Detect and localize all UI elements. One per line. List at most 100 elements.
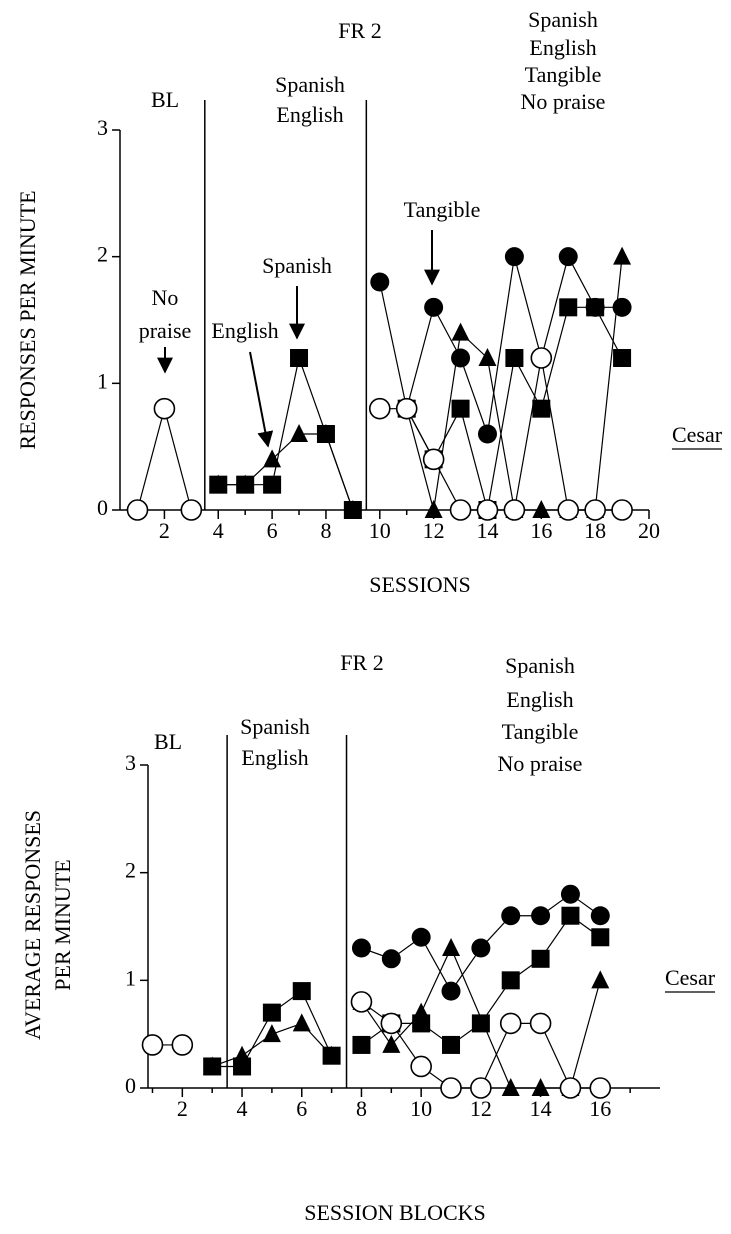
square-marker: [561, 906, 580, 925]
circle-marker: [370, 272, 390, 292]
annotation: No: [152, 285, 179, 310]
open-circle-marker: [395, 397, 418, 420]
x-tick-label: 6: [296, 1096, 307, 1121]
x-tick-label: 2: [177, 1096, 188, 1121]
circle-marker: [612, 297, 632, 317]
series-line: [379, 357, 623, 511]
triangle-marker: [203, 1056, 222, 1075]
x-axis-label: SESSIONS: [369, 572, 470, 597]
open-circle-marker: [611, 499, 633, 521]
phase-label: Tangible: [525, 62, 602, 87]
square-marker: [442, 1035, 461, 1054]
series-line: [406, 256, 623, 511]
open-circle-marker: [141, 1034, 164, 1056]
x-tick-label: 12: [423, 518, 445, 543]
triangle-marker: [613, 246, 632, 265]
open-circle-marker: [530, 347, 553, 369]
y-tick-label: 0: [125, 1073, 136, 1098]
phase-label: Spanish: [275, 72, 345, 97]
circle-marker: [501, 906, 521, 926]
y-tick-label: 3: [125, 750, 136, 775]
open-circle-marker: [180, 499, 203, 521]
annotation: praise: [139, 318, 192, 343]
circle-marker: [531, 906, 551, 926]
phase-label: No praise: [521, 89, 606, 114]
triangle-marker: [531, 1078, 550, 1096]
triangle-marker: [382, 1034, 401, 1053]
open-circle-marker: [126, 499, 149, 521]
condition-label: FR 2: [340, 650, 383, 675]
x-tick-label: 4: [237, 1096, 248, 1121]
square-marker: [505, 349, 524, 367]
square-marker: [613, 349, 632, 367]
open-circle-marker: [557, 499, 580, 521]
triangle-marker: [451, 322, 470, 341]
y-tick-label: 2: [97, 242, 108, 267]
x-tick-label: 12: [470, 1096, 492, 1121]
phase-label: BL: [151, 87, 179, 112]
circle-marker: [585, 297, 605, 317]
triangle-marker: [442, 938, 461, 957]
x-tick-label: 8: [356, 1096, 367, 1121]
triangle-marker: [478, 348, 497, 366]
open-circle-marker: [499, 1012, 522, 1035]
circle-marker: [451, 348, 471, 368]
x-tick-label: 10: [369, 518, 391, 543]
x-tick-label: 18: [584, 518, 606, 543]
triangle-marker: [316, 424, 335, 442]
phase-label: English: [276, 102, 343, 127]
open-circle-marker: [410, 1055, 432, 1078]
open-circle-marker: [171, 1034, 194, 1056]
triangle-marker: [322, 1045, 341, 1064]
y-tick-label: 2: [125, 858, 136, 883]
y-axis-label: AVERAGE RESPONSES: [20, 810, 45, 1040]
x-tick-label: 4: [213, 518, 224, 543]
triangle-marker: [263, 449, 282, 468]
triangle-marker: [412, 1002, 431, 1021]
participant-label: Cesar: [665, 965, 716, 990]
open-circle-marker: [368, 397, 391, 420]
circle-marker: [477, 424, 497, 444]
y-tick-label: 1: [125, 965, 136, 990]
circle-marker: [424, 297, 444, 317]
square-marker: [262, 1003, 281, 1022]
open-circle-marker: [440, 1077, 462, 1099]
y-axis-label: PER MINUTE: [50, 859, 75, 990]
square-marker: [263, 475, 282, 494]
circle-marker: [471, 938, 491, 958]
participant-label: Cesar: [672, 422, 723, 447]
phase-label: English: [241, 745, 308, 770]
circle-marker: [590, 906, 610, 926]
square-marker: [451, 399, 470, 418]
phase-label: BL: [154, 729, 182, 754]
annotation: Tangible: [404, 197, 481, 222]
open-circle-marker: [584, 499, 606, 521]
triangle-marker: [501, 1078, 520, 1096]
y-tick-label: 1: [97, 368, 108, 393]
condition-label: FR 2: [338, 18, 381, 43]
x-tick-label: 20: [638, 518, 660, 543]
annotation-arrow: [249, 351, 274, 448]
circle-marker: [411, 927, 431, 947]
square-marker: [559, 298, 578, 317]
x-tick-label: 10: [410, 1096, 432, 1121]
triangle-marker: [532, 500, 551, 518]
series-line: [406, 306, 623, 511]
circle-marker: [558, 247, 578, 267]
square-marker: [352, 1035, 371, 1054]
triangle-marker: [262, 1024, 281, 1043]
square-marker: [531, 949, 550, 968]
phase-label: English: [506, 687, 573, 712]
phase-label: Tangible: [502, 719, 579, 744]
open-circle-marker: [380, 1012, 403, 1035]
x-tick-label: 14: [476, 518, 498, 543]
square-marker: [532, 399, 551, 418]
series-line: [218, 433, 354, 511]
x-tick-label: 2: [159, 518, 170, 543]
open-circle-marker: [449, 499, 472, 521]
open-circle-marker: [589, 1077, 612, 1099]
open-circle-marker: [529, 1012, 552, 1035]
triangle-marker: [424, 500, 443, 518]
